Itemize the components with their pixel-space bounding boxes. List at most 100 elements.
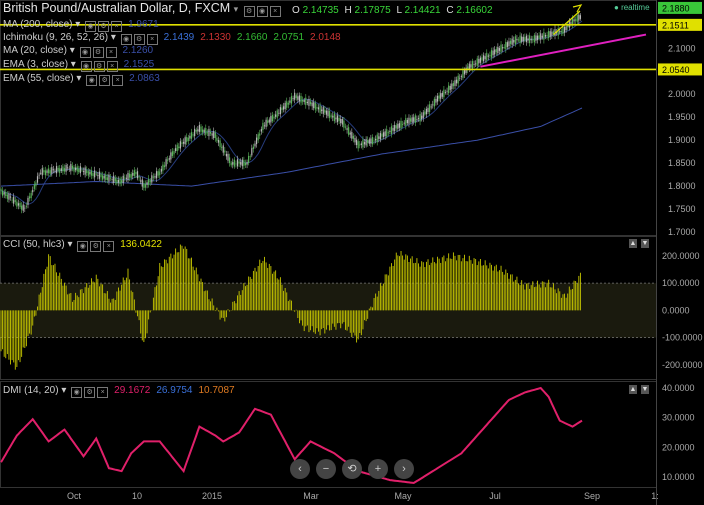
candle-body: [268, 119, 270, 123]
candle-body: [273, 116, 275, 119]
close-icon[interactable]: ×: [112, 75, 124, 86]
candle-body: [359, 144, 361, 146]
candle-body: [49, 170, 51, 174]
candle-body: [498, 48, 501, 51]
settings-icon[interactable]: ⚙: [93, 61, 105, 72]
settings-icon[interactable]: ⚙: [90, 241, 102, 252]
candle-body: [548, 31, 550, 39]
pane-down-icon[interactable]: ▼: [641, 239, 649, 248]
candle-body: [398, 123, 401, 128]
candle-body: [540, 33, 542, 40]
zoom-out-button[interactable]: −: [316, 459, 336, 479]
eye-icon[interactable]: ◉: [71, 387, 83, 398]
close-icon[interactable]: ×: [106, 61, 118, 72]
candle-body: [203, 129, 205, 133]
indicator-dmi[interactable]: DMI (14, 20) ▾ ◉ ⚙ × 29.1672 26.9754 10.7087: [3, 385, 235, 398]
settings-icon[interactable]: ⚙: [133, 34, 145, 45]
candle-body: [556, 31, 558, 34]
close-icon[interactable]: ×: [146, 34, 158, 45]
candle-body: [389, 130, 391, 133]
candle-body: [422, 112, 424, 119]
candle-body: [13, 196, 15, 204]
eye-icon[interactable]: ◉: [79, 47, 91, 58]
candle-body: [160, 168, 162, 172]
candle-body: [208, 128, 210, 137]
x-tick-label: 2015: [202, 491, 222, 501]
candle-body: [578, 14, 580, 21]
candle-body: [381, 133, 383, 137]
pane-down-icon[interactable]: ▼: [641, 385, 649, 394]
candle-body: [43, 170, 45, 173]
cci-tick-label: 200.0000: [662, 251, 700, 261]
dmi-line: [0, 386, 583, 485]
zoom-in-button[interactable]: +: [368, 459, 388, 479]
candle-body: [524, 37, 526, 41]
close-icon[interactable]: ×: [269, 6, 281, 17]
candle-body: [167, 159, 169, 161]
settings-icon[interactable]: ⚙: [84, 387, 96, 398]
candle-body: [565, 26, 567, 31]
eye-icon[interactable]: ◉: [80, 61, 92, 72]
candle-body: [308, 99, 310, 106]
candle-body: [28, 196, 31, 199]
indicator-ma20[interactable]: MA (20, close) ▾ ◉ ⚙ × 2.1260: [3, 45, 154, 58]
close-icon[interactable]: ×: [105, 47, 117, 58]
settings-icon[interactable]: ⚙: [243, 6, 255, 17]
candle-body: [25, 205, 27, 207]
candle-body: [338, 118, 340, 121]
candle-body: [284, 102, 286, 110]
candle-body: [178, 146, 180, 149]
eye-icon[interactable]: ◉: [256, 6, 268, 17]
candle-body: [292, 98, 294, 100]
candle-body: [46, 170, 48, 173]
close-icon[interactable]: ×: [97, 387, 109, 398]
candle-body: [406, 119, 408, 124]
candle-body: [417, 118, 420, 120]
settings-icon[interactable]: ⚙: [98, 21, 110, 32]
eye-icon[interactable]: ◉: [77, 241, 89, 252]
candle-body: [370, 138, 372, 144]
eye-icon[interactable]: ◉: [85, 21, 97, 32]
settings-icon[interactable]: ⚙: [99, 75, 111, 86]
dmi-tick-label: 30.0000: [662, 413, 695, 423]
indicator-ichimoku[interactable]: Ichimoku (9, 26, 52, 26) ▾ ◉ ⚙ × 2.1439 2.13…: [3, 32, 341, 45]
candle-body: [198, 124, 201, 132]
candle-body: [365, 139, 367, 146]
x-tick-label: Sep: [584, 491, 600, 501]
candle-body: [55, 166, 58, 174]
candle-body: [457, 75, 459, 84]
candle-body: [313, 102, 315, 109]
candle-body: [557, 28, 559, 36]
eye-icon[interactable]: ◉: [86, 75, 98, 86]
reset-chart-button[interactable]: ⟲: [342, 459, 362, 479]
pane-up-icon[interactable]: ▲: [629, 239, 637, 248]
indicator-ma200[interactable]: MA (200, close) ▾ ◉ ⚙ × 1.9671: [3, 19, 159, 32]
settings-icon[interactable]: ⚙: [92, 47, 104, 58]
candle-body: [314, 102, 316, 110]
candle-body: [251, 148, 253, 156]
indicator-ema3[interactable]: EMA (3, close) ▾ ◉ ⚙ × 2.1525: [3, 59, 155, 72]
candle-body: [140, 180, 142, 182]
candle-body: [98, 171, 101, 179]
candle-body: [213, 131, 215, 139]
candle-body: [346, 128, 348, 130]
indicator-cci[interactable]: CCI (50, hlc3) ▾ ◉ ⚙ × 136.0422: [3, 239, 162, 252]
candle-body: [390, 126, 393, 135]
indicator-ema55[interactable]: EMA (55, close) ▾ ◉ ⚙ × 2.0863: [3, 73, 160, 86]
scroll-right-button[interactable]: ›: [394, 459, 414, 479]
close-icon[interactable]: ×: [103, 241, 115, 252]
pane-up-icon[interactable]: ▲: [629, 385, 637, 394]
eye-icon[interactable]: ◉: [120, 34, 132, 45]
y-tick-label: 1.9500: [668, 112, 696, 122]
close-icon[interactable]: ×: [111, 21, 123, 32]
candle-body: [132, 172, 134, 176]
candle-body: [530, 38, 532, 41]
candle-body: [427, 107, 429, 112]
candle-body: [562, 26, 564, 34]
candle-body: [462, 70, 464, 78]
candle-body: [121, 180, 123, 183]
candle-body: [17, 203, 20, 206]
scroll-left-button[interactable]: ‹: [290, 459, 310, 479]
candle-body: [57, 167, 59, 171]
